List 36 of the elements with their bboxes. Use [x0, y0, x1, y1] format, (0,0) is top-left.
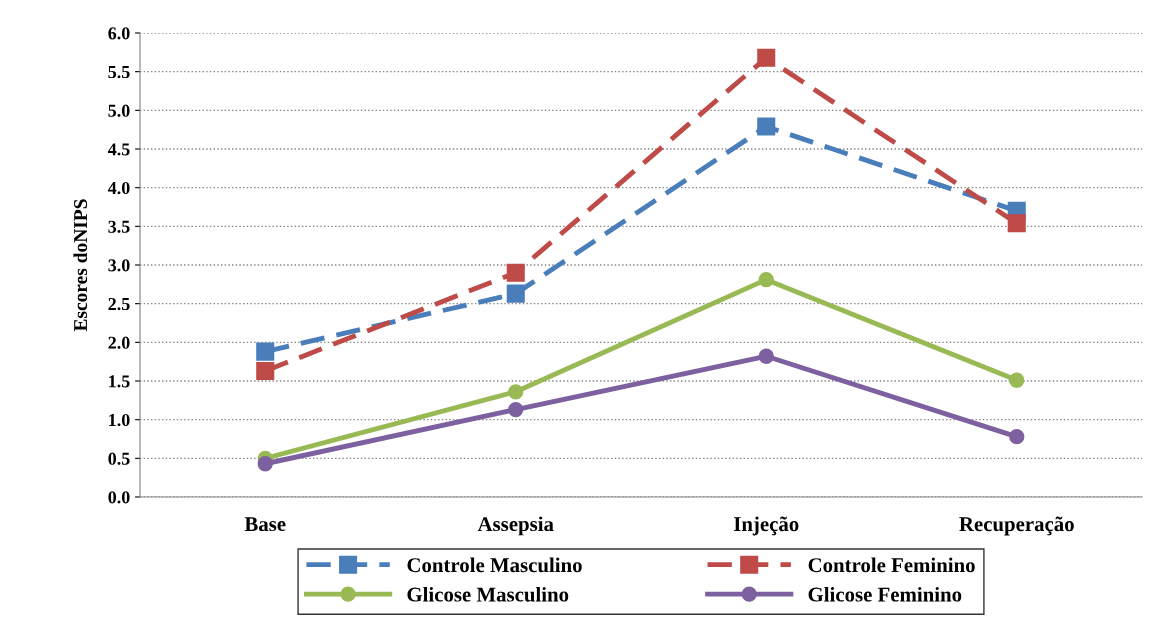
y-axis-title: Escores doNIPS [73, 199, 88, 332]
y-tick-label: 1.0 [109, 413, 130, 427]
y-tick-label: 0.0 [108, 491, 130, 504]
point [257, 456, 273, 472]
legend-label: Controle Feminino [808, 557, 975, 573]
point [506, 284, 525, 303]
y-tick-label: 2.0 [108, 336, 130, 349]
y-tick-label: 4.0 [107, 181, 130, 195]
x-tick-label: Base [244, 517, 286, 532]
point [758, 348, 774, 364]
y-tick-label: 0.5 [108, 452, 130, 465]
point [1007, 214, 1026, 233]
y-tick-label: 1.5 [109, 375, 130, 388]
y-tick-label: 3.5 [108, 220, 130, 233]
y-tick-label: 2.5 [108, 297, 130, 311]
y-tick-label: 5.0 [108, 104, 130, 117]
point [1009, 429, 1025, 445]
point [506, 263, 525, 282]
x-tick-label: Injeção [733, 516, 799, 536]
y-tick-label: 4.5 [107, 143, 130, 156]
y-tick-label: 3.0 [108, 259, 130, 272]
point [1009, 372, 1025, 388]
y-tick-label: 6.0 [108, 27, 130, 40]
x-tick-label: Assepsia [477, 516, 554, 536]
x-tick-label: Recuperação [959, 516, 1074, 536]
point [758, 272, 774, 288]
point [508, 401, 524, 418]
legend-label: Glicose Feminino [808, 586, 962, 602]
legend-label: Glicose Masculino [407, 586, 569, 602]
point [256, 342, 275, 361]
point [508, 384, 524, 400]
point [757, 117, 776, 136]
point [256, 361, 275, 380]
point [757, 48, 776, 67]
y-tick-label: 5.5 [108, 66, 130, 79]
legend-label: Controle Masculino [407, 557, 582, 573]
